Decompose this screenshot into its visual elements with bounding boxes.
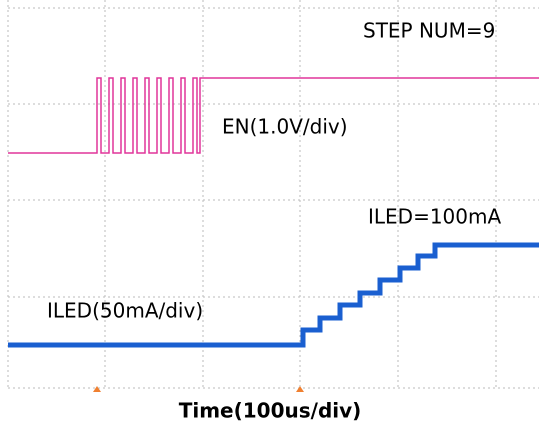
annotation: STEP NUM=9 bbox=[363, 19, 495, 43]
x-axis-label: Time(100us/div) bbox=[179, 399, 362, 423]
annotation: ILED(50mA/div) bbox=[47, 299, 203, 323]
annotation: EN(1.0V/div) bbox=[222, 115, 348, 139]
grid bbox=[7, 0, 539, 389]
trigger-marker bbox=[296, 386, 304, 392]
annotation: ILED=100mA bbox=[368, 205, 501, 229]
en-trace bbox=[8, 77, 539, 154]
iled-trace bbox=[8, 242, 539, 348]
trigger-marker bbox=[93, 386, 101, 392]
